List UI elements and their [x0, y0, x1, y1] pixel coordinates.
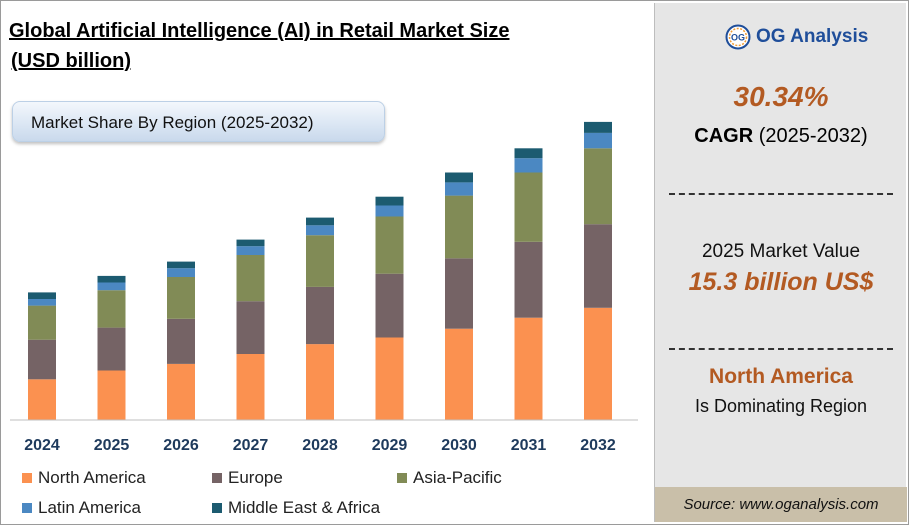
- legend-swatch: [22, 503, 32, 513]
- source-text: Source: www.oganalysis.com: [683, 496, 879, 513]
- legend-swatch: [397, 473, 407, 483]
- chart-panel: Global Artificial Intelligence (AI) in R…: [9, 20, 642, 523]
- bar-segment-2030-latin-america: [445, 182, 473, 196]
- bar-segment-2027-asia-pacific: [236, 255, 265, 302]
- bar-segment-2031-europe: [514, 241, 543, 318]
- legend-label: Asia-Pacific: [413, 468, 502, 487]
- bar-segment-2030-europe: [445, 258, 473, 329]
- subtitle-box: Market Share By Region (2025-2032): [12, 101, 385, 142]
- bar-segment-2028-europe: [306, 286, 334, 345]
- og-logo-icon-text: OG: [731, 33, 745, 43]
- bar-segment-2030-asia-pacific: [445, 195, 473, 259]
- bar-segment-2032-north-america: [584, 307, 612, 420]
- bar-segment-2026-europe: [167, 318, 195, 364]
- x-tick-label: 2027: [233, 437, 269, 454]
- bar-segment-2029-north-america: [375, 337, 404, 420]
- legend-label: North America: [38, 468, 146, 487]
- legend-item: Europe: [212, 468, 283, 488]
- source-bar: Source: www.oganalysis.com: [655, 487, 907, 522]
- bar-segment-2027-north-america: [236, 354, 265, 420]
- legend-label: Middle East & Africa: [228, 498, 381, 517]
- x-tick-label: 2029: [372, 437, 408, 454]
- legend-item: Asia-Pacific: [397, 468, 502, 488]
- cagr-label-bold: CAGR: [694, 125, 754, 147]
- divider-2: [669, 348, 893, 350]
- bar-segment-2024-europe: [28, 339, 56, 380]
- bar-segment-2030-middle-east-africa: [445, 172, 473, 183]
- bar-segment-2032-latin-america: [584, 132, 612, 149]
- legend-swatch: [212, 473, 222, 483]
- legend-label: Europe: [228, 468, 283, 487]
- cagr-value: 30.34%: [733, 81, 829, 112]
- bars-layer: [28, 121, 612, 420]
- bar-segment-2030-north-america: [445, 328, 473, 420]
- x-tick-label: 2028: [302, 437, 338, 454]
- bar-segment-2024-middle-east-africa: [28, 292, 56, 299]
- bar-segment-2032-middle-east-africa: [584, 121, 612, 133]
- bar-segment-2027-middle-east-africa: [236, 239, 265, 247]
- legend: North America Europe Asia-Pacific Latin Ame…: [22, 468, 642, 523]
- dominating-region: North America: [709, 365, 853, 388]
- x-tick-label: 2024: [24, 437, 60, 454]
- bar-segment-2028-asia-pacific: [306, 235, 334, 287]
- x-tick-label: 2031: [511, 437, 547, 454]
- x-tick-label: 2025: [94, 437, 130, 454]
- legend-item: Latin America: [22, 498, 141, 518]
- x-tick-labels: 2024 2025 2026 2027 2028 2029 2030 2031 2032: [24, 437, 616, 454]
- dominating-region-text: Is Dominating Region: [694, 396, 868, 416]
- og-logo-icon: OG: [725, 24, 751, 50]
- bar-segment-2028-latin-america: [306, 225, 334, 236]
- bar-segment-2025-europe: [97, 327, 126, 371]
- summary-panel: OG OG Analysis 30.34% CAGR (2025-2032) 2…: [654, 3, 907, 522]
- bar-segment-2031-latin-america: [514, 158, 543, 173]
- legend-item: Middle East & Africa: [212, 498, 380, 518]
- x-tick-label: 2030: [441, 437, 477, 454]
- bar-segment-2031-north-america: [514, 317, 543, 420]
- bar-segment-2024-asia-pacific: [28, 305, 56, 340]
- cagr-label-period: (2025-2032): [753, 125, 868, 147]
- cagr-label: CAGR (2025-2032): [655, 125, 907, 148]
- bar-segment-2026-asia-pacific: [167, 277, 195, 319]
- market-value-label: 2025 Market Value: [701, 241, 861, 262]
- bar-segment-2025-latin-america: [97, 282, 126, 291]
- legend-swatch: [212, 503, 222, 513]
- bar-segment-2029-europe: [375, 273, 404, 338]
- bar-segment-2029-middle-east-africa: [375, 196, 404, 206]
- legend-swatch: [22, 473, 32, 483]
- x-tick-label: 2032: [580, 437, 616, 454]
- bar-segment-2027-europe: [236, 301, 265, 354]
- bar-segment-2024-north-america: [28, 379, 56, 420]
- chart-title-line2: (USD billion): [11, 50, 131, 72]
- bar-segment-2031-asia-pacific: [514, 172, 543, 242]
- bar-segment-2028-middle-east-africa: [306, 217, 334, 226]
- bar-segment-2026-latin-america: [167, 268, 195, 277]
- x-tick-label: 2026: [163, 437, 199, 454]
- bar-segment-2025-asia-pacific: [97, 290, 126, 328]
- logo-text: OG Analysis: [756, 26, 869, 47]
- market-value: 15.3 billion US$: [688, 268, 874, 296]
- bar-segment-2028-north-america: [306, 344, 334, 420]
- bar-segment-2026-middle-east-africa: [167, 261, 195, 269]
- bar-segment-2025-middle-east-africa: [97, 275, 126, 283]
- divider-1: [669, 193, 893, 195]
- bar-segment-2031-middle-east-africa: [514, 148, 543, 159]
- bar-segment-2029-latin-america: [375, 205, 404, 217]
- bar-segment-2032-asia-pacific: [584, 148, 612, 225]
- bar-segment-2027-latin-america: [236, 246, 265, 255]
- bar-segment-2024-latin-america: [28, 299, 56, 306]
- stacked-bar-chart: 2024 2025 2026 2027 2028 2029 2030 2031 2032: [10, 121, 638, 454]
- bar-segment-2025-north-america: [97, 370, 126, 420]
- og-analysis-logo: OG OG Analysis: [725, 22, 868, 52]
- chart-subtitle: Market Share By Region (2025-2032): [31, 113, 314, 132]
- bar-segment-2032-europe: [584, 224, 612, 308]
- legend-label: Latin America: [38, 498, 141, 517]
- chart-title-line1: Global Artificial Intelligence (AI) in R…: [9, 20, 510, 42]
- bar-segment-2029-asia-pacific: [375, 216, 404, 274]
- legend-item: North America: [22, 468, 146, 488]
- bar-segment-2026-north-america: [167, 363, 195, 420]
